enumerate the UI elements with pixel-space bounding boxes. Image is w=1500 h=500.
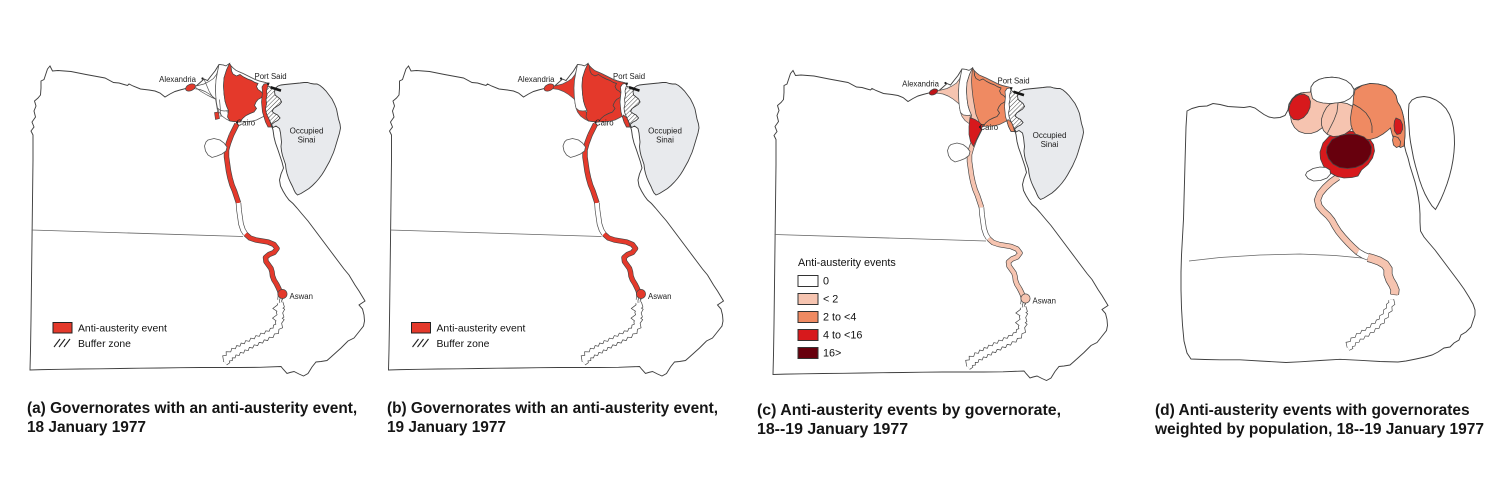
svg-text:Alexandria: Alexandria [902, 80, 940, 89]
svg-text:Buffer zone: Buffer zone [437, 339, 490, 350]
svg-text:Sinai: Sinai [298, 136, 316, 145]
svg-text:< 2: < 2 [823, 294, 838, 306]
svg-text:Port Said: Port Said [255, 72, 287, 81]
svg-text:Port Said: Port Said [998, 77, 1030, 86]
svg-text:Occupied: Occupied [1033, 131, 1067, 140]
svg-text:Cairo: Cairo [595, 119, 614, 128]
svg-text:Buffer zone: Buffer zone [78, 339, 131, 350]
svg-text:Anti-austerity events: Anti-austerity events [798, 257, 896, 269]
svg-text:Port Said: Port Said [613, 72, 645, 81]
svg-text:Anti-austerity event: Anti-austerity event [78, 324, 167, 335]
svg-text:Aswan: Aswan [290, 292, 313, 301]
svg-text:Anti-austerity event: Anti-austerity event [437, 324, 526, 335]
svg-text:Sinai: Sinai [656, 136, 674, 145]
svg-text:Alexandria: Alexandria [159, 75, 197, 84]
svg-text:Aswan: Aswan [1033, 297, 1056, 306]
svg-text:16>: 16> [823, 348, 841, 360]
svg-text:4 to <16: 4 to <16 [823, 330, 862, 342]
svg-text:0: 0 [823, 276, 829, 288]
svg-text:Occupied: Occupied [648, 127, 682, 136]
svg-text:2 to <4: 2 to <4 [823, 312, 856, 324]
svg-text:Cairo: Cairo [980, 123, 999, 132]
svg-text:Occupied: Occupied [290, 127, 324, 136]
svg-text:Aswan: Aswan [648, 292, 671, 301]
svg-text:Sinai: Sinai [1041, 140, 1059, 149]
svg-text:Cairo: Cairo [237, 119, 256, 128]
svg-text:Alexandria: Alexandria [518, 75, 556, 84]
